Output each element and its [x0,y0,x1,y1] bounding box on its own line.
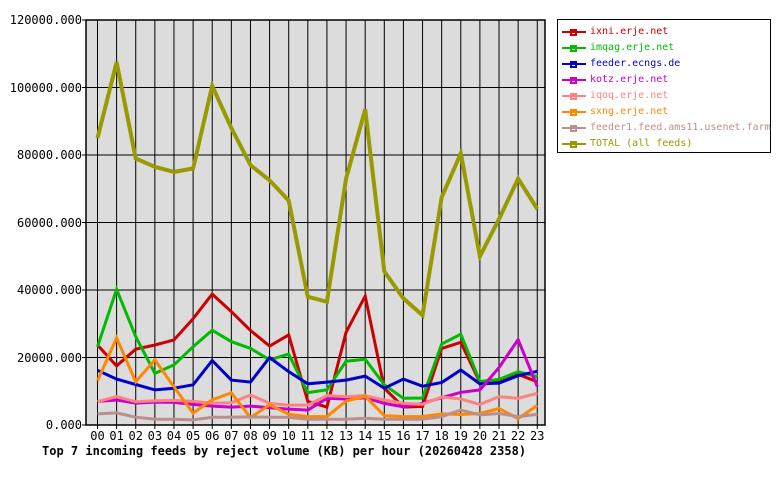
y-axis-tick-label: 120000.000 [9,13,82,27]
series-line-sxng-erje-net [96,334,539,421]
y-axis-tick-label: 0.000 [45,418,82,432]
x-axis-tick-label: 01 [109,429,124,443]
legend-label: TOTAL (all feeds) [590,138,693,149]
x-axis-tick-label: 17 [415,429,430,443]
y-axis-tick-label: 100000.000 [9,80,82,95]
x-axis-tick-label: 12 [319,429,335,443]
legend-item-feeder-ecngs-de: feeder.ecngs.de [558,56,770,72]
legend-label: feeder1.feed.ams11.usenet.farm [590,122,771,133]
x-axis-tick-label: 18 [434,429,449,443]
legend-item-iqoq-erje-net: iqoq.erje.net [558,88,770,104]
series-line-kotz-erje-net [97,336,539,412]
legend-item-ixni-erje-net: ixni.erje.net [558,24,770,40]
x-axis-tick-label: 22 [510,429,526,443]
series-line-iqoq-erje-net [97,391,538,407]
legend-box: ixni.erje.net imqag.erje.net feeder.ecngs.… [557,19,771,153]
legend-item-feeder1-feed-ams11-usenet-farm: feeder1.feed.ams11.usenet.farm [558,120,771,136]
y-axis-tick-label: 40000.000 [16,283,82,297]
series-line-feeder1-feed-ams11-usenet-farm [97,408,538,422]
x-axis-tick-label: 02 [128,429,143,443]
series-line-feeder-ecngs-de [96,355,538,392]
legend-line-marker-icon [562,108,586,116]
legend-label: kotz.erje.net [590,74,669,85]
x-axis-tick-label: 13 [338,429,354,443]
legend-line-marker-icon [562,28,586,36]
legend-label: iqoq.erje.net [590,90,669,101]
x-axis-tick-label: 06 [204,429,220,443]
chart-title: Top 7 incoming feeds by reject volume (K… [42,444,527,458]
legend-line-marker-icon [562,124,586,132]
x-axis-tick-label: 21 [491,429,507,443]
legend-item-imqag-erje-net: imqag.erje.net [558,40,770,56]
y-axis-tick-label: 60000.000 [16,215,82,230]
legend-label: feeder.ecngs.de [590,58,681,69]
legend-item-sxng-erje-net: sxng.erje.net [558,104,770,120]
legend-line-marker-icon [562,44,586,52]
legend-line-marker-icon [562,140,586,148]
series-line-total-all-feeds- [95,61,539,320]
x-axis-tick-label: 15 [377,429,392,443]
x-axis-tick-label: 03 [147,429,163,443]
x-axis-tick-label: 09 [262,429,277,443]
x-axis-tick-label: 07 [224,429,239,443]
legend-line-marker-icon [562,92,586,100]
legend-item-total-all-feeds-: TOTAL (all feeds) [558,136,770,152]
plot-border [85,19,546,426]
legend-line-marker-icon [562,76,586,84]
x-axis-tick-label: 19 [453,429,468,443]
x-axis-tick-label: 00 [90,429,105,443]
y-axis-tick-label: 20000.000 [16,350,82,365]
series-line-imqag-erje-net [96,284,538,400]
x-axis-tick-label: 10 [281,429,296,443]
y-axis-tick-label: 80000.000 [16,148,82,162]
x-axis-tick-label: 23 [530,429,545,443]
x-axis-tick-label: 05 [185,429,201,443]
legend-label: sxng.erje.net [590,106,669,117]
x-axis-tick-label: 11 [300,429,316,443]
x-axis-tick-label: 14 [357,429,373,443]
legend-label: imqag.erje.net [590,42,675,53]
legend-line-marker-icon [562,60,586,68]
x-axis-tick-label: 04 [166,429,182,443]
x-axis-tick-label: 08 [243,429,258,443]
legend-label: ixni.erje.net [590,26,669,37]
legend-item-kotz-erje-net: kotz.erje.net [558,72,770,88]
x-axis-tick-label: 16 [396,429,411,443]
x-axis-tick-label: 20 [472,429,488,443]
